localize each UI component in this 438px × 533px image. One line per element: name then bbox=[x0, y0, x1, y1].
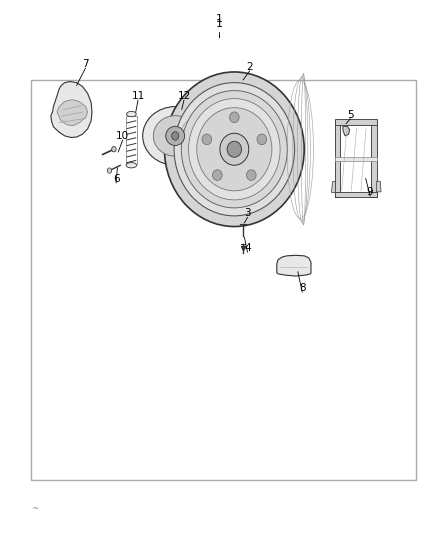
Polygon shape bbox=[51, 82, 92, 138]
Text: 3: 3 bbox=[244, 208, 251, 218]
Ellipse shape bbox=[126, 163, 137, 168]
Ellipse shape bbox=[227, 141, 242, 157]
Text: 12: 12 bbox=[177, 91, 191, 101]
Ellipse shape bbox=[230, 112, 239, 123]
Circle shape bbox=[172, 132, 179, 140]
Text: 1: 1 bbox=[215, 19, 223, 29]
Text: ~: ~ bbox=[31, 505, 38, 513]
Text: 1: 1 bbox=[215, 14, 223, 24]
Text: 8: 8 bbox=[299, 283, 306, 293]
Polygon shape bbox=[377, 181, 381, 192]
Text: 10: 10 bbox=[116, 131, 129, 141]
Ellipse shape bbox=[188, 99, 280, 200]
Bar bbox=[335, 157, 377, 161]
Text: 11: 11 bbox=[131, 91, 145, 101]
Ellipse shape bbox=[247, 170, 256, 181]
Ellipse shape bbox=[257, 134, 267, 144]
Bar bbox=[31, 80, 416, 480]
Ellipse shape bbox=[153, 116, 197, 156]
Bar bbox=[371, 120, 377, 197]
Polygon shape bbox=[331, 181, 335, 192]
Text: 2: 2 bbox=[246, 62, 253, 71]
Ellipse shape bbox=[127, 111, 136, 117]
Text: 9: 9 bbox=[367, 187, 374, 197]
Polygon shape bbox=[57, 100, 88, 126]
Text: 4: 4 bbox=[244, 243, 251, 253]
Bar bbox=[335, 192, 377, 197]
Ellipse shape bbox=[143, 107, 208, 165]
Polygon shape bbox=[343, 126, 350, 136]
Ellipse shape bbox=[197, 108, 272, 191]
Bar bbox=[335, 120, 340, 197]
Ellipse shape bbox=[212, 170, 222, 181]
Circle shape bbox=[112, 147, 116, 152]
Ellipse shape bbox=[164, 72, 304, 227]
Circle shape bbox=[107, 168, 112, 173]
Ellipse shape bbox=[220, 133, 249, 165]
Ellipse shape bbox=[174, 83, 295, 216]
Bar bbox=[335, 119, 377, 125]
Ellipse shape bbox=[202, 134, 212, 144]
Ellipse shape bbox=[166, 126, 185, 146]
Text: 6: 6 bbox=[113, 174, 120, 183]
Text: 7: 7 bbox=[82, 59, 89, 69]
Polygon shape bbox=[277, 255, 311, 276]
Text: 5: 5 bbox=[347, 110, 354, 119]
Bar bbox=[126, 116, 137, 164]
Ellipse shape bbox=[181, 91, 287, 208]
